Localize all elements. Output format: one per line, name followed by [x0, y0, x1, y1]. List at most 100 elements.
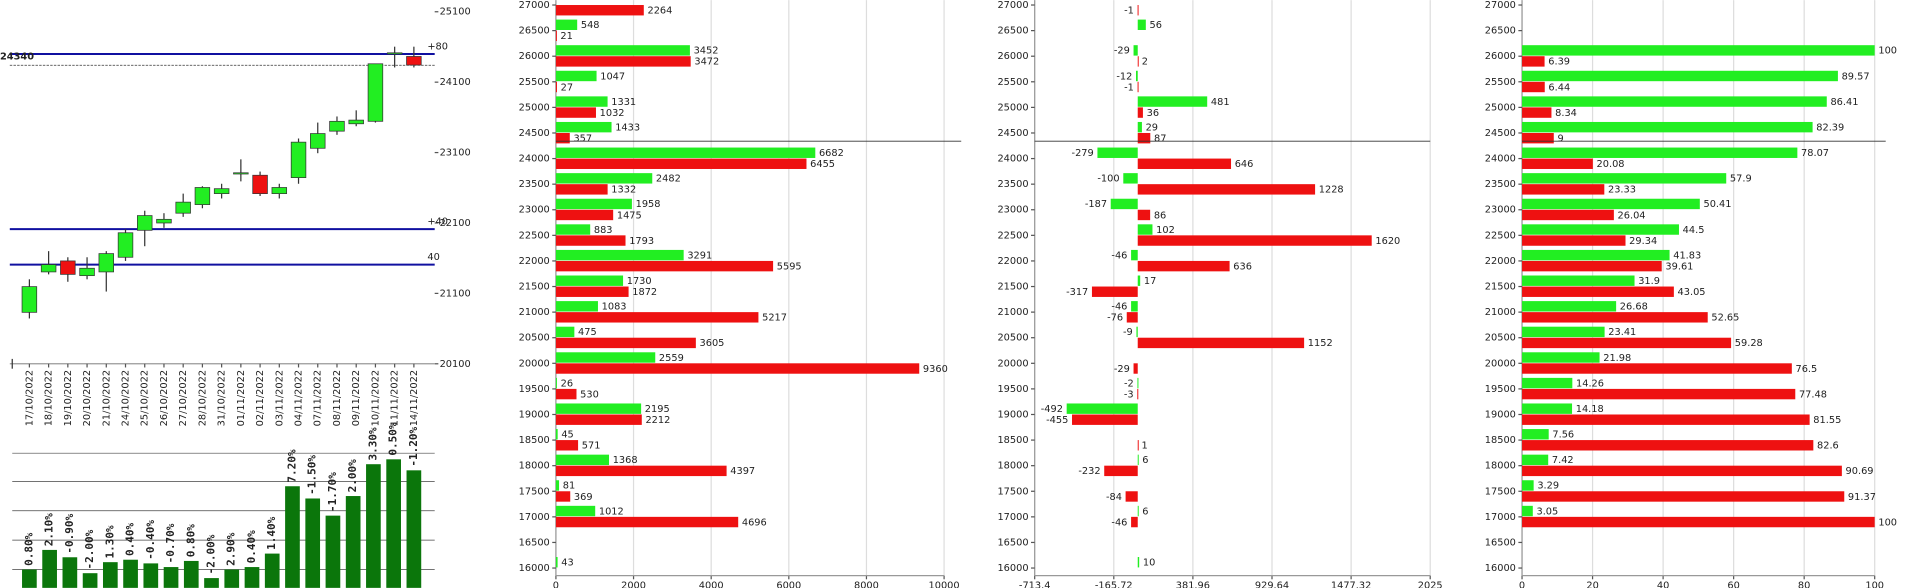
value-label: 6	[1142, 506, 1148, 517]
value-label: -317	[1066, 287, 1088, 298]
bar	[204, 578, 219, 588]
bar	[1522, 224, 1679, 235]
bar	[1522, 454, 1549, 466]
value-label: 1433	[615, 122, 640, 133]
value-label: 1368	[613, 455, 638, 466]
candle-body	[21, 286, 38, 313]
bar	[1137, 224, 1153, 235]
value-label: 6455	[810, 159, 835, 170]
bar	[1522, 505, 1533, 517]
bar	[1522, 465, 1842, 477]
candle-body	[175, 201, 191, 214]
y-tick-label: 16000	[519, 563, 550, 574]
value-label: 646	[1235, 159, 1254, 170]
value-label: 45	[561, 430, 573, 441]
value-label: 530	[580, 389, 599, 400]
x-tick-label: 24/10/2022	[121, 370, 132, 426]
bar	[1522, 377, 1573, 389]
value-label: -29	[1114, 364, 1130, 375]
x-tick-label: 02/11/2022	[255, 370, 266, 426]
y-tick-label: 18000	[1485, 461, 1516, 472]
value-label: 3452	[694, 46, 719, 57]
value-label: 636	[1233, 261, 1252, 272]
y-tick-label: 26500	[519, 26, 550, 37]
value-label: 1047	[600, 71, 625, 82]
value-label: 26.68	[1620, 302, 1648, 313]
bar	[1522, 363, 1792, 374]
bar	[555, 505, 596, 517]
y-tick-label: 16500	[519, 537, 550, 548]
y-tick-label: 27000	[997, 0, 1028, 11]
y-tick-label: 17500	[519, 486, 550, 497]
y-tick-label: 24500	[519, 128, 550, 139]
value-label: 2559	[659, 353, 684, 364]
bar	[555, 312, 759, 323]
y-tick-label: 26000	[997, 51, 1028, 62]
value-label: 357	[573, 133, 592, 144]
value-label: -492	[1041, 404, 1063, 415]
y-tick-label: 20000	[519, 358, 550, 369]
bar	[1522, 56, 1545, 67]
value-label: 1475	[617, 210, 642, 221]
x-tick-label: 60	[1727, 580, 1739, 588]
value-label: 87	[1154, 133, 1166, 144]
bar	[1137, 454, 1139, 466]
y-tick-label: 17000	[519, 512, 550, 523]
bar	[1137, 275, 1141, 286]
value-label: 23.33	[1608, 185, 1636, 196]
y-tick-label: 23500	[519, 179, 550, 190]
value-label: 90.69	[1846, 466, 1874, 477]
value-label: -84	[1106, 492, 1122, 503]
bar	[1522, 326, 1605, 338]
value-label: 39.61	[1665, 261, 1693, 272]
bar	[555, 480, 560, 491]
bar	[1137, 5, 1139, 16]
y-tick-label: 22000	[519, 256, 550, 267]
value-label: 1	[1142, 441, 1148, 452]
value-label: 100	[1878, 46, 1897, 57]
bar	[1110, 198, 1138, 210]
bar	[1522, 249, 1670, 261]
value-label: -12	[1116, 71, 1132, 82]
y-tick-label: 22000	[1485, 256, 1516, 267]
y-tick-label: 24100	[440, 77, 471, 88]
bar-label: -0.70%	[164, 523, 177, 563]
bar	[1133, 363, 1138, 374]
y-tick-label: 24000	[1485, 154, 1516, 165]
value-label: 21.98	[1603, 353, 1631, 364]
bar	[1137, 260, 1230, 272]
x-tick-label: 0	[1519, 580, 1525, 588]
bar	[1522, 70, 1838, 82]
bar	[1131, 249, 1138, 261]
level-note: +80	[427, 42, 448, 53]
bar	[1522, 209, 1614, 221]
bar	[163, 567, 179, 588]
bar	[325, 515, 341, 588]
x-tick-label: 6000	[776, 580, 801, 588]
x-tick-label: 10/11/2022	[370, 370, 381, 426]
value-label: 6.44	[1548, 82, 1570, 93]
value-label: 10	[1143, 558, 1155, 569]
bar-label: -2.00%	[205, 534, 218, 574]
x-tick-label: 929.64	[1255, 580, 1289, 588]
value-label: 41.83	[1673, 250, 1701, 261]
bar	[143, 563, 159, 588]
bar	[555, 260, 774, 272]
bar	[555, 249, 684, 261]
y-tick-label: 27000	[1485, 0, 1516, 11]
y-tick-label: 21500	[1485, 282, 1516, 293]
bar	[1137, 388, 1139, 400]
bar-label: 7.20%	[285, 449, 298, 483]
y-tick-label: 20500	[519, 333, 550, 344]
bar	[1131, 301, 1138, 312]
bar	[555, 224, 591, 235]
bar	[1522, 312, 1708, 323]
x-tick-label: 26/10/2022	[159, 370, 170, 426]
bar-label: -0.40%	[144, 520, 157, 560]
x-tick-label: 14/11/2022	[409, 370, 420, 426]
value-label: 4696	[742, 517, 767, 528]
bar	[1137, 19, 1146, 30]
y-tick-label: 25000	[997, 102, 1028, 113]
x-tick-label: 10000	[929, 580, 960, 588]
